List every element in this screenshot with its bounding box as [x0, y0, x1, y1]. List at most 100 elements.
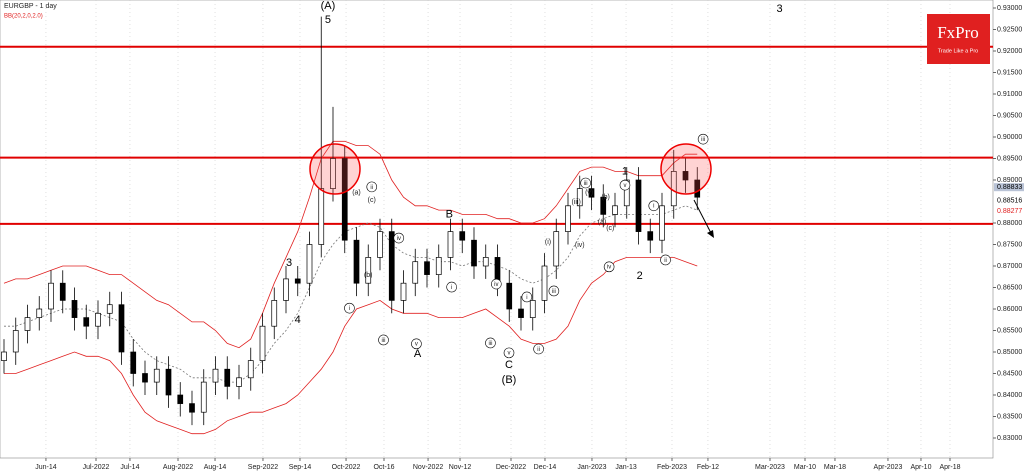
candle-body	[518, 308, 524, 318]
wave-label: v	[508, 351, 511, 357]
wave-circle	[533, 343, 544, 355]
candle-body	[189, 403, 195, 413]
x-tick-label: Jan-13	[615, 464, 637, 471]
wave-label: 3	[286, 257, 292, 269]
price-label: 0.88277	[997, 208, 1022, 215]
y-tick-label: 0.89500	[997, 155, 1022, 162]
candle-body	[118, 304, 125, 353]
wave-label: i	[349, 306, 350, 312]
wave-label: (iv)	[575, 242, 585, 249]
wave-circle	[503, 347, 515, 359]
y-tick-label: 0.87000	[997, 263, 1022, 270]
wave-circle	[344, 302, 355, 314]
candle-body	[600, 196, 607, 215]
candle-body	[506, 282, 513, 310]
wave-circle	[446, 281, 457, 293]
wave-label: (c)	[606, 225, 614, 232]
wave-label: B	[446, 209, 453, 221]
wave-label: (a)	[352, 190, 361, 197]
x-tick-label: Sep-2022	[248, 464, 278, 471]
x-tick-label: Mar-18	[824, 464, 846, 471]
wave-label: 3	[776, 3, 782, 15]
y-tick-label: 0.92000	[997, 48, 1022, 55]
forecast-arrow	[693, 199, 713, 236]
candle-body	[48, 282, 54, 310]
candle-body	[424, 261, 430, 275]
candle-body	[623, 179, 630, 207]
candle-body	[682, 171, 689, 181]
wave-label: iv	[494, 282, 498, 288]
arrow-head	[707, 230, 714, 238]
candle-body	[24, 317, 31, 331]
candle-body	[482, 257, 489, 267]
candle-body	[400, 282, 407, 301]
wave-circle	[697, 133, 709, 145]
wave-label: A	[414, 348, 422, 360]
wave-label: 4	[295, 314, 301, 326]
y-tick-label: 0.85500	[997, 327, 1022, 334]
wave-circle	[619, 179, 631, 191]
candle-body	[200, 381, 207, 413]
wave-label: 1	[622, 166, 628, 178]
wave-label: (b)	[601, 194, 610, 201]
wave-label: (B)	[502, 374, 517, 386]
candle-body	[318, 188, 325, 245]
plot-area	[0, 0, 994, 459]
candle-body	[83, 317, 90, 327]
highlight-circle	[660, 143, 712, 195]
wave-label: ii	[537, 347, 540, 353]
wave-label: i	[526, 295, 527, 301]
candle-body	[647, 231, 654, 241]
wave-label: iii	[552, 289, 556, 295]
candle-body	[153, 368, 160, 383]
x-tick-label: Mar-10	[794, 464, 816, 471]
x-tick-label: Aug-14	[204, 464, 227, 471]
wave-circle	[521, 291, 533, 303]
x-tick-label: Feb-12	[697, 464, 719, 471]
x-tick-label: Dec-2022	[496, 464, 526, 471]
candle-body	[459, 231, 466, 241]
wave-label: iv	[607, 265, 611, 271]
logo-name: FxPro	[937, 23, 979, 42]
indicator-label: BB(20,2,0,2.0)	[4, 14, 43, 20]
candle-body	[553, 231, 560, 267]
wave-circle	[393, 232, 405, 244]
y-tick-label: 0.91500	[997, 69, 1022, 76]
wave-circle	[485, 337, 496, 349]
x-tick-label: Feb-2023	[657, 464, 687, 471]
wave-circle	[411, 338, 422, 350]
candle-body	[471, 239, 477, 267]
candle-body	[95, 312, 101, 327]
price-label-bg	[994, 183, 1024, 192]
wave-label: i	[653, 204, 654, 210]
y-tick-label: 0.84500	[997, 370, 1022, 377]
wave-label: iv	[397, 236, 401, 242]
x-tick-label: Oct-16	[373, 464, 394, 471]
x-tick-label: Jul-14	[120, 464, 139, 471]
y-tick-label: 0.85000	[997, 349, 1022, 356]
price-label: 0.88516	[997, 198, 1022, 205]
candle-body	[142, 373, 148, 383]
price-label: 0.88833	[997, 184, 1022, 191]
candle-body	[236, 377, 242, 387]
candle-body	[130, 351, 137, 374]
x-tick-label: Apr-18	[939, 464, 960, 471]
candle-body	[635, 179, 642, 232]
wave-label: ii	[370, 185, 373, 191]
candle-body	[435, 257, 442, 275]
wave-circle	[366, 181, 378, 193]
x-tick-label: Apr-10	[910, 464, 931, 471]
candle-body	[59, 282, 66, 301]
candle-body	[612, 205, 618, 215]
candle-body	[165, 368, 172, 396]
candle-body	[588, 188, 595, 198]
chart-title: EURGBP - 1 day	[4, 3, 57, 10]
band-lower	[3, 257, 698, 435]
candle-body	[247, 360, 254, 379]
x-tick-label: Jun-14	[35, 464, 57, 471]
x-tick-label: Dec-14	[534, 464, 557, 471]
x-tick-label: Nov-2022	[413, 464, 443, 471]
y-tick-label: 0.86000	[997, 306, 1022, 313]
